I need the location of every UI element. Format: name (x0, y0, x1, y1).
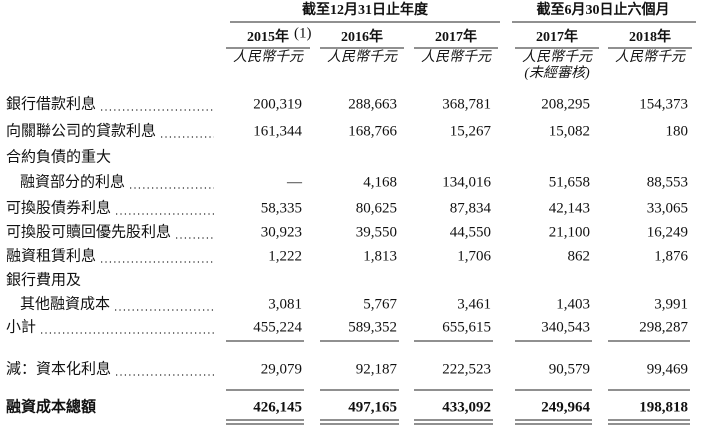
cell-value: 655,615 (442, 319, 491, 335)
cell-value: 29,079 (261, 361, 302, 377)
cell-value: 180 (666, 123, 689, 139)
unit-header: 人民幣千元 (327, 49, 398, 65)
row-label: 融資部分的利息 (20, 173, 125, 190)
cell-value: 222,523 (442, 361, 491, 377)
cell-value: 1,813 (363, 248, 397, 264)
year-header: 2018年 (629, 28, 671, 45)
group-header: 截至12月31日止年度 (302, 1, 429, 18)
cell-value: 168,766 (348, 123, 397, 139)
cell-value: 5,767 (363, 296, 397, 312)
cell-value: 58,335 (261, 200, 302, 216)
row-label: 銀行借款利息 (6, 95, 96, 112)
cell-value: 1,403 (556, 296, 590, 312)
unaudited-note: (未經審核) (524, 65, 590, 81)
year-header: 2017年 (435, 28, 477, 45)
cell-value: 1,222 (268, 248, 302, 264)
cell-value: 455,224 (253, 319, 302, 335)
row-label: 其他融資成本 (20, 295, 110, 312)
cell-value: 42,143 (549, 200, 590, 216)
cell-value: 44,550 (450, 224, 491, 240)
cell-value: 39,550 (356, 224, 397, 240)
unit-header: 人民幣千元 (615, 49, 686, 65)
row-label: 向關聯公司的貸款利息 (6, 122, 156, 139)
cell-value: 154,373 (639, 96, 688, 112)
cell-value: 161,344 (253, 123, 302, 139)
year-header: 2016年 (341, 28, 383, 45)
cell-value: 99,469 (647, 361, 688, 377)
cell-value: 4,168 (363, 174, 397, 190)
cell-value: 90,579 (549, 361, 590, 377)
cell-value: 88,553 (647, 174, 688, 190)
row-label: 融資租賃利息 (6, 247, 96, 264)
cell-value: 51,658 (549, 174, 590, 190)
row-label: 減：資本化利息 (6, 360, 111, 377)
unit-header: 人民幣千元 (522, 49, 593, 65)
cell-value: 249,964 (541, 399, 590, 415)
cell-value: 1,876 (654, 248, 688, 264)
row-label: 融資成本總額 (6, 397, 96, 415)
cell-value: 368,781 (442, 96, 491, 112)
cell-value: 198,818 (639, 399, 688, 415)
row-label: 可換股債券利息 (6, 199, 111, 216)
row-label: 小計 (6, 318, 36, 335)
cell-value: 3,991 (654, 296, 688, 312)
cell-value: 298,287 (639, 319, 688, 335)
cell-value: 589,352 (348, 319, 397, 335)
cell-value: 340,543 (541, 319, 590, 335)
cell-value: 30,923 (261, 224, 302, 240)
cell-value: 80,625 (356, 200, 397, 216)
cell-value: 16,249 (647, 224, 688, 240)
row-label: 可換股可贖回優先股利息 (6, 223, 171, 240)
cell-value: 208,295 (541, 96, 590, 112)
unit-header: 人民幣千元 (233, 49, 304, 65)
cell-value: 862 (568, 248, 591, 264)
cell-value: 497,165 (348, 399, 397, 415)
cell-value: 92,187 (356, 361, 398, 377)
cell-value: 87,834 (450, 200, 492, 216)
cell-value: 15,082 (549, 123, 590, 139)
cell-value: 288,663 (348, 96, 397, 112)
cell-value: 33,065 (647, 200, 688, 216)
unit-header: 人民幣千元 (421, 49, 492, 65)
cell-value: — (286, 174, 303, 190)
cell-value: 3,081 (268, 296, 302, 312)
group-header: 截至6月30日止六個月 (537, 1, 670, 18)
cell-value: 3,461 (457, 296, 491, 312)
year-header: 2015年 (247, 28, 289, 45)
cell-value: 433,092 (442, 399, 491, 415)
cell-value: 200,319 (253, 96, 302, 112)
year-header: 2017年 (536, 28, 578, 45)
row-label: 銀行費用及 (6, 271, 81, 288)
cell-value: 426,145 (253, 399, 302, 415)
cell-value: 134,016 (442, 174, 491, 190)
cell-value: 21,100 (549, 224, 590, 240)
note-mark: (1) (294, 25, 312, 41)
row-label: 合約負債的重大 (6, 148, 111, 165)
cell-value: 15,267 (450, 123, 492, 139)
cell-value: 1,706 (457, 248, 491, 264)
